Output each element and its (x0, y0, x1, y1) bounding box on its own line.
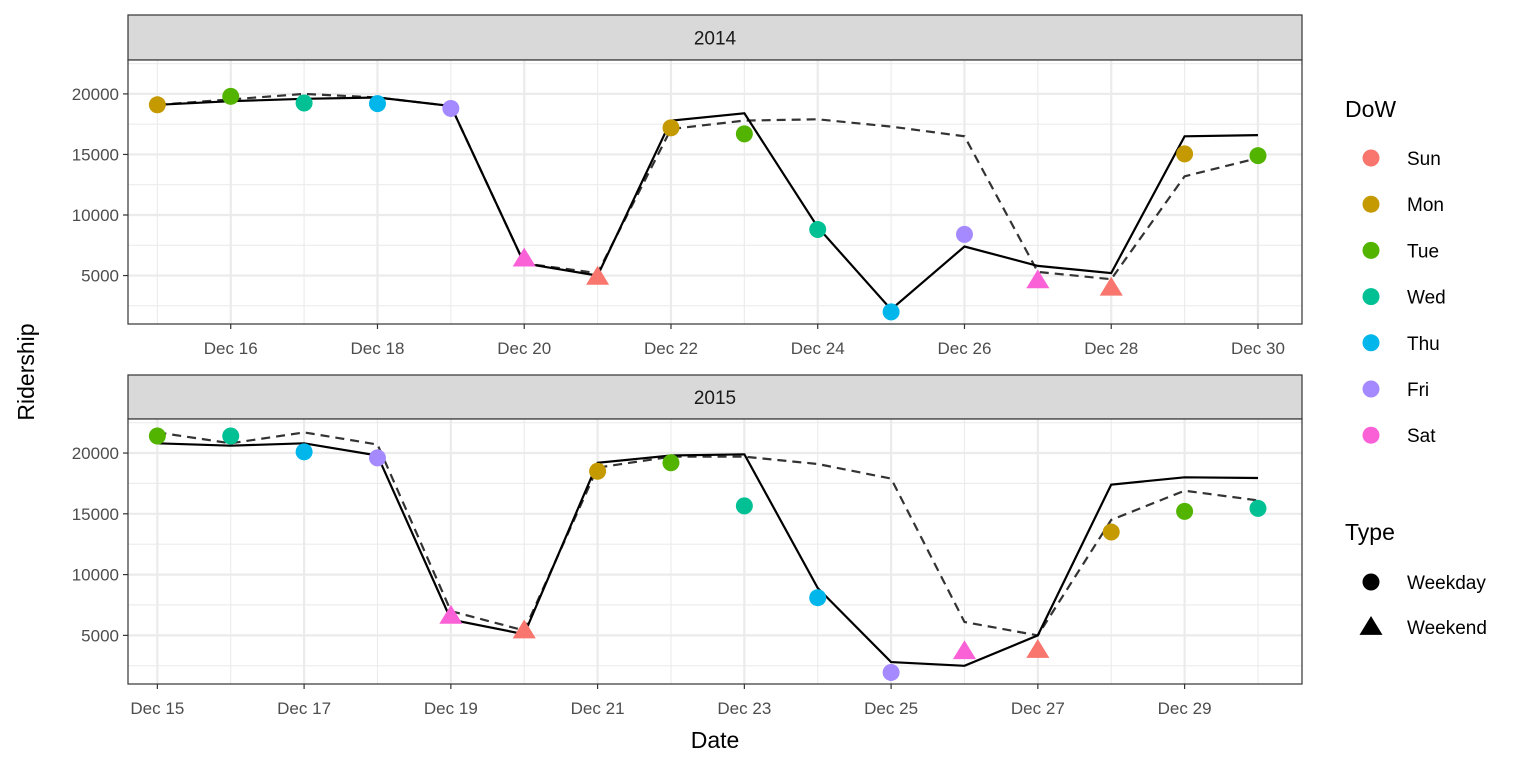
point-sat-triangle (512, 247, 536, 267)
series-dashed-line (157, 92, 1259, 281)
x-tick-label: Dec 15 (130, 699, 184, 718)
legend-key-sat (1362, 426, 1380, 444)
x-tick-label: Dec 30 (1231, 339, 1285, 358)
point-tue-circle (735, 125, 753, 143)
point-fri-circle (442, 99, 460, 117)
y-tick-label: 10000 (72, 566, 119, 585)
y-tick-label: 15000 (72, 145, 119, 164)
point-fri-circle (955, 225, 973, 243)
point-sat-triangle (1026, 269, 1050, 289)
legend-key-mon (1362, 195, 1380, 213)
point-tue-circle (662, 454, 680, 472)
legend-key-weekend (1359, 616, 1383, 635)
facet-panel-2015: 2015 5000 10000 15000 20000 Dec 15 Dec 17 Dec 1… (72, 374, 1303, 718)
y-tick-label: 5000 (81, 267, 119, 286)
x-tick-label: Dec 17 (277, 699, 331, 718)
point-tue-circle (1249, 147, 1267, 165)
legend-label-thu: Thu (1407, 334, 1440, 355)
legend-label-sat: Sat (1407, 426, 1436, 447)
legend-key-fri (1362, 380, 1380, 398)
x-tick-label: Dec 28 (1084, 339, 1138, 358)
x-tick-label: Dec 20 (497, 339, 551, 358)
point-mon-circle (1176, 145, 1194, 163)
y-axis-title: Ridership (13, 323, 39, 420)
point-wed-circle (222, 427, 240, 445)
point-wed-circle (735, 497, 753, 515)
data-points (148, 427, 1267, 681)
x-tick-label: Dec 27 (1011, 699, 1065, 718)
legend-label-weekday: Weekday (1407, 573, 1486, 594)
legend-label-fri: Fri (1407, 380, 1429, 401)
legend-type: Type Weekday Weekend (1345, 519, 1487, 639)
x-tick-label: Dec 21 (571, 699, 625, 718)
y-tick-label: 20000 (72, 444, 119, 463)
plot-background (128, 60, 1302, 324)
x-tick-label: Dec 26 (938, 339, 992, 358)
series-solid-line (157, 442, 1259, 667)
legend-label-mon: Mon (1407, 195, 1444, 216)
point-mon-circle (589, 462, 607, 480)
point-wed-circle (1249, 499, 1267, 517)
facet-panel-2014: 2014 5000 10000 15000 20000 Dec 16 Dec 18 Dec 2… (72, 14, 1303, 358)
x-tick-label: Dec 16 (204, 339, 258, 358)
legend-label-sun: Sun (1407, 149, 1441, 170)
point-tue-circle (1176, 502, 1194, 520)
y-tick-label: 20000 (72, 85, 119, 104)
legend-key-sun (1362, 149, 1380, 167)
x-tick-label: Dec 18 (351, 339, 405, 358)
legend-key-wed (1362, 288, 1380, 306)
point-mon-circle (148, 96, 166, 114)
legend-key-thu (1362, 334, 1380, 352)
x-tick-label: Dec 29 (1158, 699, 1212, 718)
x-tick-label: Dec 24 (791, 339, 845, 358)
legend-dow: DoW Sun Mon Tue Wed Thu Fri Sat (1345, 96, 1446, 447)
point-sat-triangle (952, 640, 976, 660)
legend-type-title: Type (1345, 519, 1395, 545)
point-tue-circle (222, 87, 240, 105)
series-solid-line (157, 96, 1259, 312)
point-thu-circle (368, 95, 386, 113)
panel-border (127, 59, 1303, 325)
facet-strip (127, 374, 1303, 420)
legend-label-weekend: Weekend (1407, 618, 1487, 639)
gridlines (128, 419, 1302, 684)
x-tick-label: Dec 23 (717, 699, 771, 718)
series-dashed-line (157, 431, 1259, 637)
legend-label-tue: Tue (1407, 241, 1439, 262)
point-mon-circle (662, 119, 680, 137)
point-tue-circle (148, 427, 166, 445)
facet-strip-label: 2015 (694, 388, 736, 409)
x-tick-label: Dec 19 (424, 699, 478, 718)
legend-key-tue (1362, 241, 1380, 259)
panel-border (127, 418, 1303, 685)
x-axis-title: Date (691, 727, 740, 753)
point-thu-circle (809, 589, 827, 607)
point-sun-triangle (1026, 639, 1050, 658)
point-sat-triangle (439, 604, 463, 624)
plot-background (128, 419, 1302, 684)
point-fri-circle (882, 663, 900, 681)
point-wed-circle (809, 221, 827, 239)
point-sun-triangle (1099, 276, 1123, 296)
y-tick-label: 15000 (72, 505, 119, 524)
legend-dow-title: DoW (1345, 96, 1396, 122)
point-sun-triangle (512, 619, 536, 639)
legend-label-wed: Wed (1407, 288, 1446, 309)
x-tick-label: Dec 25 (864, 699, 918, 718)
point-fri-circle (368, 449, 386, 467)
facet-strip-label: 2014 (694, 29, 737, 50)
y-tick-label: 5000 (81, 626, 119, 645)
point-thu-circle (295, 443, 313, 461)
point-sun-triangle (586, 265, 610, 285)
y-tick-label: 10000 (72, 206, 119, 225)
point-mon-circle (1102, 523, 1120, 541)
point-wed-circle (295, 94, 313, 112)
legend-key-weekday (1362, 573, 1380, 591)
facet-strip (127, 14, 1303, 61)
x-tick-label: Dec 22 (644, 339, 698, 358)
point-thu-circle (882, 303, 900, 321)
data-points (148, 87, 1267, 321)
